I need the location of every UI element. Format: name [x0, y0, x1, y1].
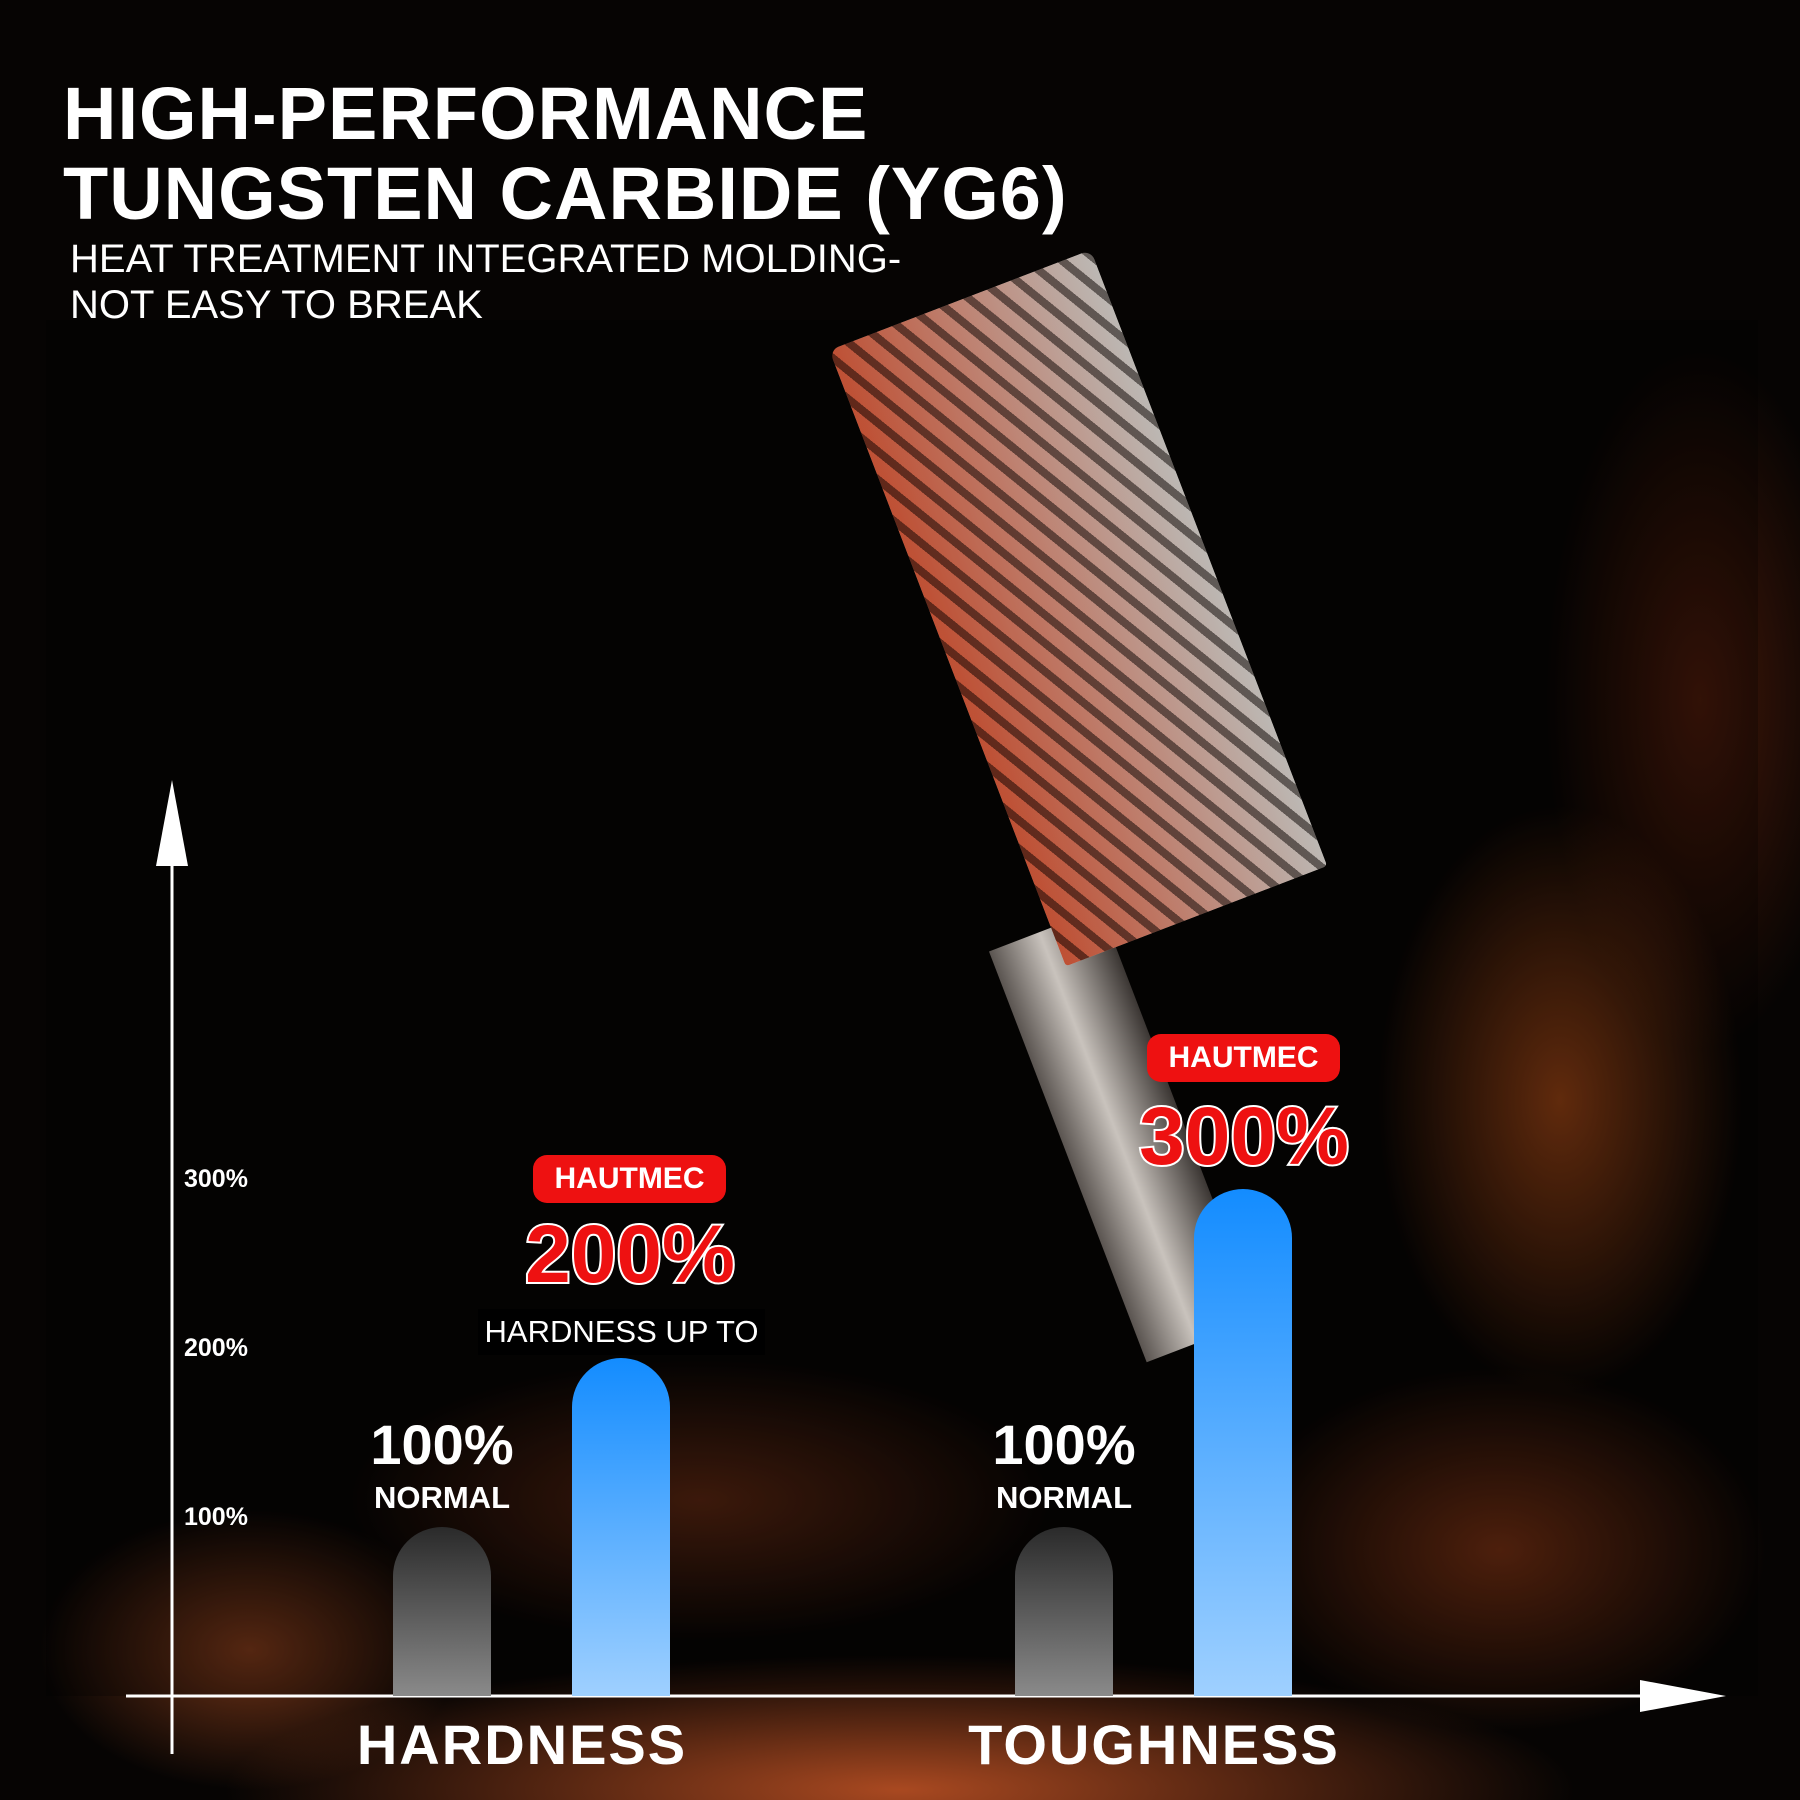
page-title: HIGH-PERFORMANCE TUNGSTEN CARBIDE (YG6)	[63, 74, 1068, 234]
y-axis-arrow-icon	[156, 780, 188, 866]
normal-hardness-label: NORMAL	[373, 1480, 511, 1515]
y-tick-label: 200%	[184, 1334, 248, 1362]
category-label-hardness: HARDNESS	[356, 1713, 688, 1776]
bar-toughness-normal	[1015, 1527, 1113, 1696]
title-line-2: TUNGSTEN CARBIDE (YG6)	[63, 152, 1068, 235]
y-tick-label: 300%	[184, 1165, 248, 1193]
normal-toughness-label: NORMAL	[995, 1480, 1133, 1515]
y-tick-label: 100%	[184, 1503, 248, 1531]
hardness-value: 200%	[523, 1207, 737, 1302]
toughness-value: 300%	[1137, 1089, 1351, 1184]
brand-badge-toughness: HAUTMEC	[1147, 1034, 1340, 1082]
x-axis-arrow-icon	[1640, 1680, 1726, 1712]
subtitle-line-1: HEAT TREATMENT INTEGRATED MOLDING-	[70, 237, 902, 281]
hardness-caption: HARDNESS UP TO	[478, 1309, 765, 1355]
subtitle-line-2: NOT EASY TO BREAK	[70, 283, 483, 327]
category-label-toughness: TOUGHNESS	[968, 1713, 1340, 1776]
bar-toughness-hautmec	[1194, 1189, 1292, 1696]
subtitle: HEAT TREATMENT INTEGRATED MOLDING- NOT E…	[70, 236, 901, 328]
title-line-1: HIGH-PERFORMANCE	[63, 72, 869, 155]
bar-hardness-normal	[393, 1527, 491, 1696]
normal-hardness-value: 100%	[370, 1413, 514, 1476]
chart-panel	[46, 320, 1758, 1696]
bar-hardness-hautmec	[572, 1358, 670, 1696]
normal-toughness-value: 100%	[992, 1413, 1136, 1476]
brand-badge-hardness: HAUTMEC	[533, 1155, 726, 1203]
